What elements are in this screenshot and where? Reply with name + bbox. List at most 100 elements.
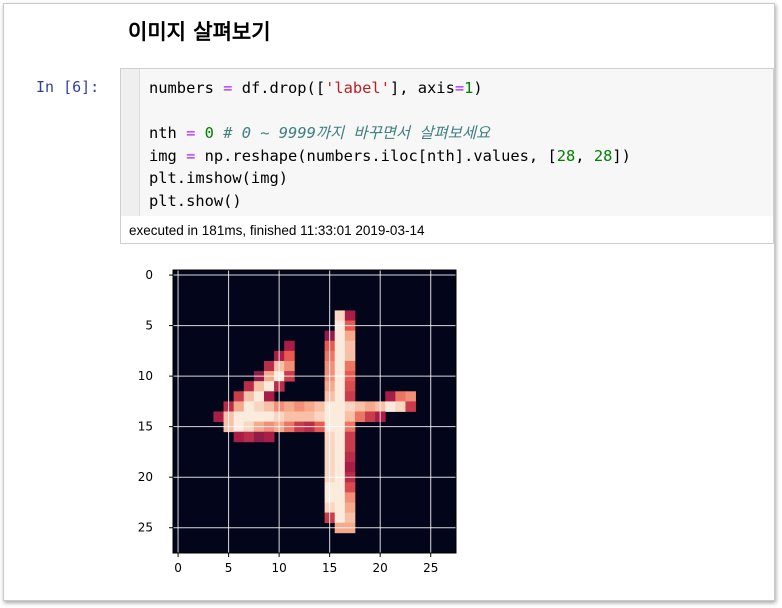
image-pixel: [405, 401, 416, 412]
image-pixel: [263, 360, 275, 372]
image-pixel: [294, 411, 305, 423]
image-pixel: [344, 391, 356, 402]
execution-info-bar: executed in 181ms, finished 11:33:01 201…: [120, 216, 774, 244]
code-token: # 0 ~ 9999까지 바꾸면서 살펴보세요: [213, 124, 491, 143]
image-pixel: [334, 401, 346, 412]
code-line: numbers = df.drop(['label'], axis=1): [149, 79, 483, 97]
image-pixel: [354, 411, 366, 423]
code-token: ,: [575, 146, 594, 165]
image-pixel: [253, 391, 265, 402]
image-pixel: [334, 441, 346, 453]
image-pixel: [284, 350, 295, 362]
image-pixel: [344, 350, 356, 362]
image-pixel: [263, 431, 275, 443]
image-pixel: [334, 340, 346, 352]
plot-frame: [172, 269, 457, 554]
image-pixel: [344, 512, 356, 524]
image-pixel: [334, 502, 346, 513]
image-pixel: [243, 381, 255, 392]
image-pixel: [233, 401, 245, 412]
code-token: =: [223, 79, 233, 97]
image-pixel: [334, 512, 346, 524]
y-tick-label: 15: [138, 420, 153, 434]
image-pixel: [334, 462, 346, 473]
code-token: 1: [464, 79, 474, 97]
code-token: numbers: [149, 79, 224, 97]
code-line: nth = 0 # 0 ~ 9999까지 바꾸면서 살펴보세요: [149, 124, 490, 142]
execution-time-text: executed in 181ms, finished 11:33:01 201…: [129, 223, 425, 238]
image-pixel: [284, 360, 295, 372]
image-pixel: [344, 451, 356, 463]
image-pixel: [344, 381, 356, 392]
code-token: np.reshape(numbers.iloc[nth].values, [: [195, 146, 557, 165]
image-pixel: [263, 381, 275, 392]
code-line: plt.show(): [149, 192, 242, 210]
image-pixel: [344, 310, 356, 321]
image-pixel: [263, 401, 275, 412]
image-pixel: [334, 411, 346, 423]
image-pixel: [365, 401, 376, 412]
code-token: [195, 124, 204, 142]
code-cell[interactable]: numbers = df.drop(['label'], axis=1) nth…: [120, 68, 774, 217]
image-pixel: [405, 391, 416, 402]
image-pixel: [304, 401, 315, 412]
image-pixel: [263, 391, 275, 402]
image-pixel: [243, 431, 255, 443]
y-tick-label: 5: [145, 319, 153, 333]
image-pixel: [253, 381, 265, 392]
x-tick-label: 25: [423, 561, 438, 575]
image-pixel: [354, 401, 366, 412]
code-token: nth: [149, 124, 187, 143]
code-editor[interactable]: numbers = df.drop(['label'], axis=1) nth…: [149, 77, 631, 213]
image-pixel: [334, 330, 346, 342]
image-pixel: [344, 330, 356, 342]
x-tick-label: 0: [174, 561, 182, 575]
image-pixel: [395, 391, 406, 402]
image-pixel: [344, 360, 356, 372]
image-pixel: [243, 401, 255, 412]
image-pixel: [334, 381, 346, 392]
code-line: plt.imshow(img): [149, 169, 288, 187]
code-token: ], axis: [389, 79, 455, 97]
image-pixel: [344, 492, 356, 503]
y-tick-label: 25: [138, 521, 153, 535]
image-pixel: [344, 441, 356, 453]
image-pixel: [263, 411, 275, 423]
image-pixel: [284, 411, 295, 423]
image-pixel: [334, 310, 346, 321]
image-pixel: [233, 431, 245, 443]
cell-gutter: [121, 69, 140, 216]
image-pixel: [344, 502, 356, 513]
code-line: img = np.reshape(numbers.iloc[nth].value…: [149, 147, 631, 165]
image-pixel: [284, 340, 295, 352]
image-pixel: [253, 431, 265, 443]
code-token: ): [473, 79, 483, 97]
code-token: plt.imshow(img): [149, 169, 288, 188]
image-pixel: [284, 401, 295, 412]
y-tick-label: 10: [138, 369, 153, 383]
cell-prompt: In [6]:: [36, 78, 100, 96]
section-heading: 이미지 살펴보기: [128, 20, 271, 44]
y-tick-label: 0: [145, 268, 153, 282]
image-pixel: [395, 401, 406, 412]
image-pixel: [385, 401, 396, 412]
code-token: =: [186, 146, 196, 165]
image-pixel: [365, 411, 376, 423]
code-token: 28: [593, 146, 613, 165]
image-pixel: [344, 431, 356, 443]
image-pixel: [233, 391, 245, 402]
x-tick-label: 15: [322, 561, 337, 575]
code-token: 28: [556, 146, 576, 165]
image-pixel: [334, 492, 346, 503]
image-pixel: [334, 360, 346, 372]
image-pixel: [344, 401, 356, 412]
image-pixel: [385, 391, 396, 402]
image-pixel: [344, 462, 356, 473]
x-tick-label: 10: [271, 561, 286, 575]
x-tick-label: 20: [373, 561, 388, 575]
image-pixel: [314, 401, 326, 412]
image-pixel: [233, 411, 245, 423]
image-pixel: [334, 431, 346, 443]
code-token: df.drop([: [232, 79, 326, 97]
code-token: 0: [204, 124, 214, 143]
